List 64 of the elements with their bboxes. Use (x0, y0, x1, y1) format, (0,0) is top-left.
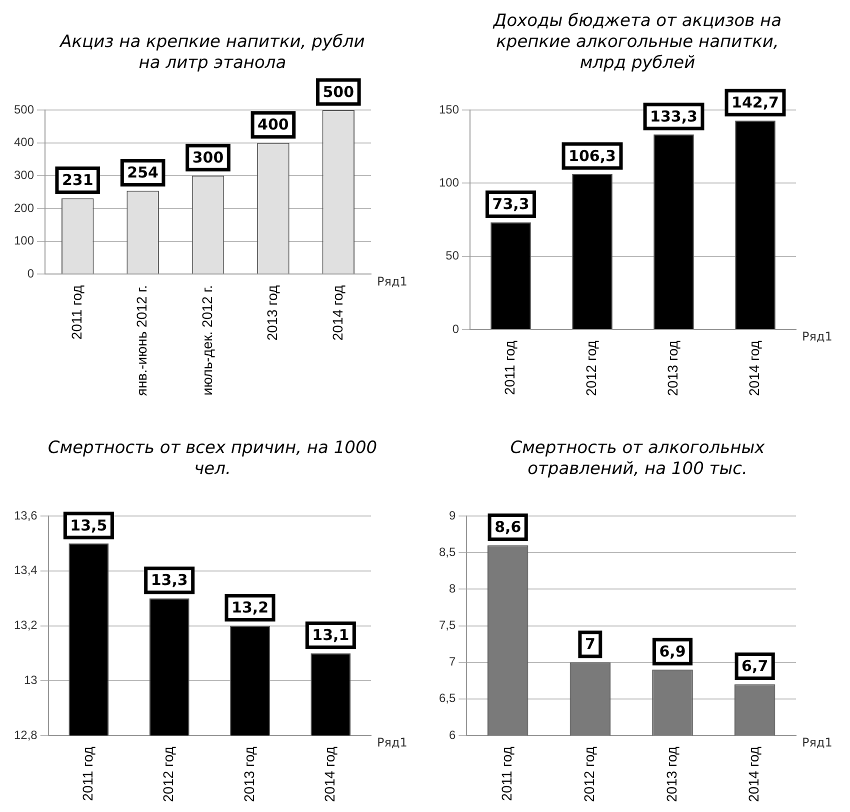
data-label: 73,3 (492, 195, 530, 214)
y-tick-label: 150 (438, 102, 460, 116)
y-tick-label: 200 (14, 200, 34, 215)
x-tick-label: 2011 год (502, 340, 518, 395)
y-tick-label: 13,2 (14, 618, 38, 632)
y-tick-label: 13 (24, 672, 38, 687)
chart-title: Доходы бюджета от акцизов на крепкие алкогольные напитки, млрд рублей (492, 10, 783, 74)
data-label: 300 (192, 148, 224, 167)
y-tick-label: 13,6 (14, 508, 38, 522)
x-tick-label: 2013 год (240, 746, 257, 802)
y-tick-label: 100 (438, 175, 460, 190)
data-label: 7 (584, 635, 596, 654)
y-tick-label: 8 (448, 581, 456, 596)
x-tick-label: 2013 год (663, 746, 680, 802)
data-label: 133,3 (650, 107, 698, 126)
y-tick-label: 400 (14, 135, 34, 150)
y-tick-label: 100 (14, 234, 34, 248)
data-label: 500 (322, 82, 354, 101)
x-tick-label: 2011 год (68, 285, 84, 340)
x-tick-label: 2014 год (322, 746, 338, 802)
y-tick-label: 300 (14, 168, 34, 182)
data-label: 6,7 (742, 657, 768, 676)
data-label: 254 (127, 164, 158, 182)
y-tick-label: 50 (446, 248, 460, 263)
text: Ряд1 (377, 736, 408, 750)
x-tick-label: 2011 год (80, 746, 96, 801)
x-tick-label: 2014 год (329, 285, 346, 341)
x-tick-label: 2012 год (583, 340, 600, 396)
series-label: Ряд1 (377, 274, 408, 288)
x-tick-label: 2013 год (264, 285, 280, 341)
data-label: 13,3 (150, 571, 188, 590)
data-label: 13,2 (232, 598, 269, 617)
y-tick-label: 0 (27, 266, 34, 280)
data-label: 13,5 (70, 516, 108, 534)
data-label: 8,6 (494, 518, 522, 536)
x-tick-label: 2014 год (746, 746, 762, 802)
data-label: 106,3 (568, 146, 616, 165)
data-label: 231 (62, 171, 94, 190)
text: Ряд1 (802, 330, 832, 344)
x-tick-label: 2013 год (664, 340, 681, 396)
y-tick-label: 13,4 (14, 563, 38, 578)
x-tick-label: 2012 год (581, 746, 598, 802)
x-tick-label: 2012 год (160, 746, 176, 802)
y-tick-label: 9 (448, 508, 456, 522)
y-tick-label: 500 (14, 102, 34, 116)
y-tick-label: 7,5 (438, 618, 456, 632)
text: Ряд1 (802, 736, 832, 750)
x-tick-label: 2011 год (498, 746, 515, 801)
x-tick-label: 2014 год (746, 340, 762, 396)
data-label: 400 (258, 116, 289, 134)
y-tick-label: 12,8 (14, 728, 38, 742)
x-tick-label: июль-дек. 2012 г. (198, 285, 215, 396)
chart-title: Смертность от алкогольных отравлений, на 100 тыс. (509, 437, 766, 480)
y-tick-label: 7 (448, 654, 456, 669)
x-tick-label: янв.-июнь 2012 г. (134, 285, 150, 396)
y-tick-label: 6,5 (438, 691, 456, 706)
chart-title: Смертность от всех причин, на 1000 чел. (48, 437, 378, 480)
data-label: 13,1 (312, 626, 350, 644)
data-label: 142,7 (732, 94, 779, 112)
y-tick-label: 6 (448, 728, 456, 742)
y-tick-label: 8,5 (438, 544, 456, 559)
chart-title: Акциз на крепкие напитки, рубли на литр этанола (58, 31, 366, 74)
y-tick-label: 0 (452, 322, 460, 336)
data-label: 6,9 (659, 642, 686, 661)
